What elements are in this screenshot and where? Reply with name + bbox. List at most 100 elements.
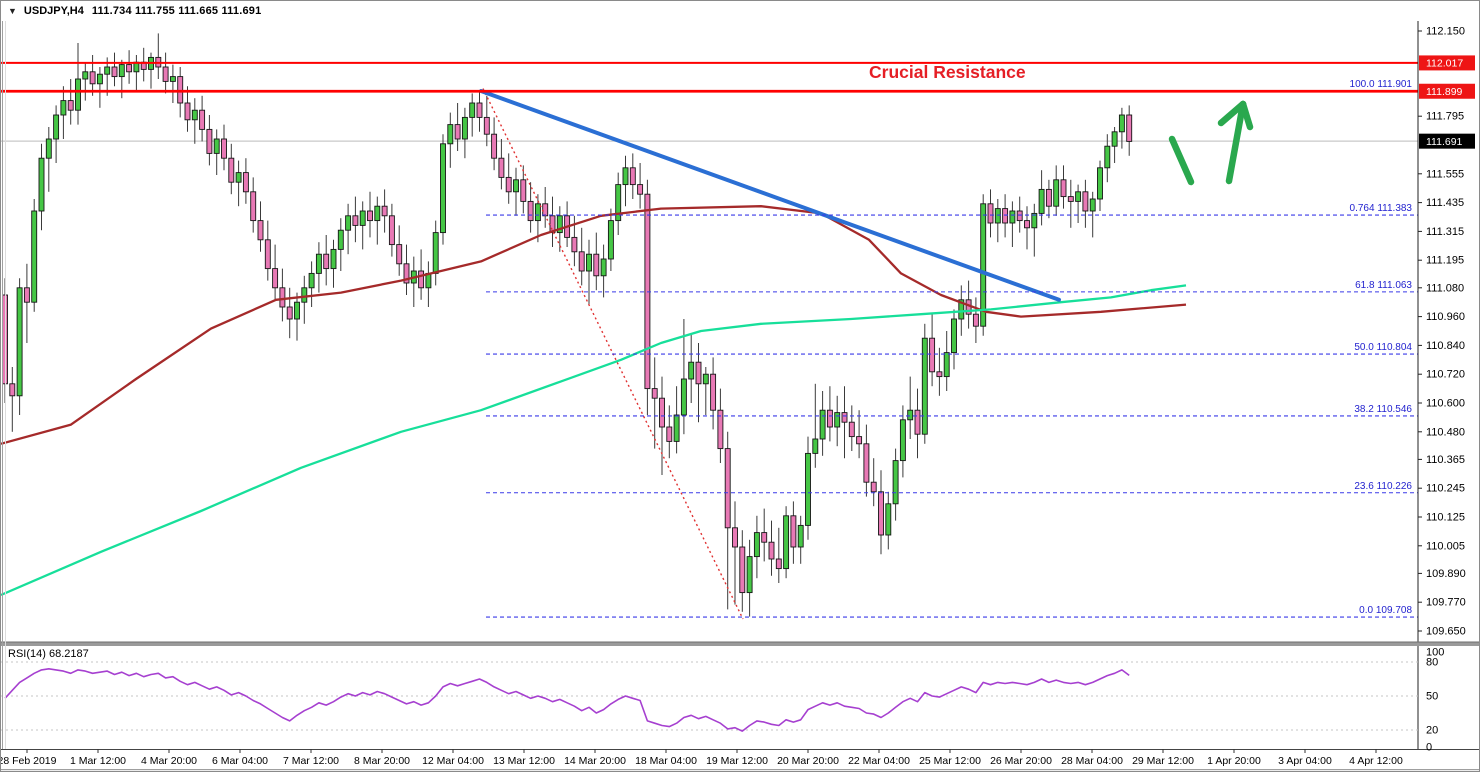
candle xyxy=(724,431,731,610)
candle xyxy=(951,309,957,370)
candle-body-bull xyxy=(513,179,519,193)
candle-body-bear xyxy=(67,100,74,111)
resistance-price-badge: 112.017 xyxy=(1419,55,1475,71)
ma-slow-line xyxy=(1,205,1187,445)
candle-body-bull xyxy=(797,524,804,548)
candle-body-bull xyxy=(96,73,103,85)
candle-body-bear xyxy=(1060,179,1067,198)
candle xyxy=(710,357,717,430)
time-axis[interactable]: 28 Feb 2019 1 Mar 12:00 4 Mar 20:00 6 Mar 0… xyxy=(1,749,1403,767)
candle xyxy=(972,297,979,343)
candle-body-bull xyxy=(600,258,607,277)
candle xyxy=(841,386,848,459)
candle-body-bear xyxy=(571,236,578,253)
badge-rect xyxy=(1419,55,1475,71)
candle-body-bear xyxy=(710,373,717,411)
rsi-line xyxy=(4,667,1130,732)
price-axis[interactable]: 112.150 111.795 111.555 111.435 111.315 111.1… xyxy=(1417,21,1475,749)
current-price-badge: 111.691 xyxy=(1419,133,1475,149)
candle-body-bear xyxy=(724,448,731,529)
candle xyxy=(520,165,527,214)
candle xyxy=(848,405,855,451)
badge-text: 111.691 xyxy=(1426,136,1463,148)
panel-divider[interactable] xyxy=(1,642,1480,646)
candle-body-bull xyxy=(191,109,198,121)
candle-body-bull xyxy=(75,78,81,111)
candle-body-bull xyxy=(169,76,176,82)
candle-body-bear xyxy=(520,179,527,202)
time-axis-label: 8 Mar 20:00 xyxy=(354,755,410,767)
candle xyxy=(1126,105,1133,156)
candle-body-bull xyxy=(1104,145,1111,169)
candle xyxy=(783,506,790,579)
candle-body-bear xyxy=(863,443,870,483)
candle xyxy=(1045,179,1052,219)
candle-body-bear xyxy=(498,157,505,178)
arrow-stroke-barb_left xyxy=(1217,100,1247,127)
candle-body-bear xyxy=(739,546,746,594)
time-axis-label: 7 Mar 12:00 xyxy=(283,755,339,767)
price-axis-label: 110.720 xyxy=(1426,369,1465,381)
candle-body-bull xyxy=(301,287,308,303)
candle xyxy=(717,388,724,463)
price-axis-label: 111.795 xyxy=(1426,111,1464,123)
candle-body-bear xyxy=(184,102,191,121)
candle-body-bear xyxy=(505,176,512,193)
candle xyxy=(53,105,60,163)
candle xyxy=(921,323,928,444)
candle-body-bull xyxy=(118,64,125,78)
candle xyxy=(447,112,454,168)
candle-body-bull xyxy=(805,452,811,526)
symbol-dropdown-icon[interactable]: ▼ xyxy=(8,6,17,16)
candle-body-bear xyxy=(972,313,979,327)
candle xyxy=(659,376,665,475)
candle-body-bull xyxy=(82,71,89,80)
candle xyxy=(498,139,505,190)
candle-body-bull xyxy=(1089,198,1096,212)
descending-trendline[interactable] xyxy=(479,89,1061,302)
candle-body-bull xyxy=(447,124,454,145)
candle-body-bear xyxy=(542,203,549,217)
candle xyxy=(155,33,162,79)
time-axis-label: 12 Mar 04:00 xyxy=(422,755,484,767)
candle-body-bull xyxy=(16,287,23,397)
price-axis-label: 110.600 xyxy=(1426,398,1465,410)
candle xyxy=(863,424,870,497)
fib-level-label: 61.8 111.063 xyxy=(1355,280,1412,291)
candle-body-bull xyxy=(753,532,760,558)
candle-body-bear xyxy=(228,157,235,183)
candle xyxy=(1082,179,1089,228)
candle-body-bull xyxy=(622,167,629,186)
candle-body-bear xyxy=(418,270,425,289)
candle-body-bear xyxy=(856,436,863,445)
candle-body-bull xyxy=(921,337,928,435)
candle-body-bull xyxy=(1097,167,1103,200)
candle xyxy=(96,67,103,108)
up-arrow-annotation[interactable] xyxy=(1168,100,1254,186)
candle xyxy=(534,194,541,243)
candle-body-bull xyxy=(1038,188,1045,214)
crucial-resistance-annotation[interactable]: Crucial Resistance xyxy=(869,62,1026,82)
candle xyxy=(461,107,468,159)
candle xyxy=(1104,134,1111,183)
candle-body-bear xyxy=(483,116,490,135)
candle xyxy=(454,103,461,151)
candle xyxy=(16,278,23,415)
candle xyxy=(476,91,483,132)
fibonacci-levels[interactable]: 100.0 111.901 0.764 111.383 61.8 111.063 50… xyxy=(486,79,1418,618)
candle-body-bear xyxy=(177,76,184,104)
candle xyxy=(301,275,308,324)
candle-body-bull xyxy=(315,253,322,274)
candle xyxy=(75,43,81,125)
candle xyxy=(666,405,673,459)
price-axis-label: 111.080 xyxy=(1426,282,1464,294)
candle-body-bear xyxy=(206,128,213,154)
candle-body-bear xyxy=(593,253,600,277)
candle-body-bear xyxy=(841,412,848,423)
candle xyxy=(878,470,884,555)
candle-body-bull xyxy=(994,208,1001,224)
time-axis-label: 28 Feb 2019 xyxy=(1,755,57,767)
candle-body-bull xyxy=(235,172,242,183)
